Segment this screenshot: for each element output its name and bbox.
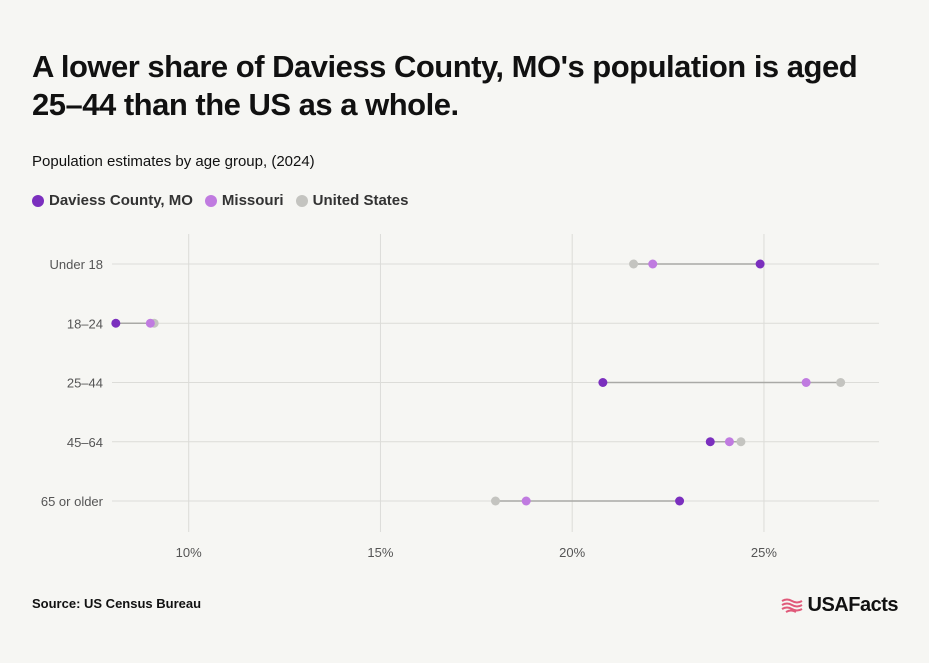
data-point [836, 378, 846, 387]
x-tick-label: 15% [367, 545, 393, 560]
chart-title: A lower share of Daviess County, MO's po… [32, 49, 858, 122]
data-point [111, 318, 121, 328]
legend-item-us: United States [295, 192, 409, 209]
x-tick-label: 20% [559, 545, 585, 560]
legend-label-missouri: Missouri [221, 192, 284, 209]
x-tick-label: 10% [176, 545, 202, 560]
legend-marker-daviess [32, 194, 44, 207]
x-tick-label: 25% [751, 545, 777, 560]
chart-subtitle: Population estimates by age group, (2024… [32, 153, 315, 170]
data-point [521, 496, 531, 506]
legend-label-us: United States [312, 192, 409, 209]
data-point [598, 378, 608, 387]
data-point [629, 259, 639, 269]
legend-marker-us [295, 194, 308, 207]
legend: Daviess County, MO Missouri United State… [32, 192, 408, 209]
y-category-label: 65 or older [41, 494, 104, 509]
legend-item-missouri: Missouri [204, 192, 284, 209]
y-category-label: 18–24 [67, 316, 103, 331]
data-point [755, 259, 765, 269]
legend-marker-missouri [204, 194, 217, 207]
legend-label-daviess: Daviess County, MO [49, 192, 193, 209]
data-point [705, 437, 715, 447]
y-category-label: Under 18 [50, 257, 103, 272]
dumbbell-chart: 10% 15% 20% 25% Under 18 18–24 25–44 45–64 65 or… [41, 234, 879, 560]
data-point [491, 496, 500, 506]
data-point [724, 437, 734, 447]
logo-text: USAFacts [807, 594, 899, 616]
us-flag-icon [781, 598, 803, 613]
source-note: Source: US Census Bureau [32, 596, 202, 611]
data-point [648, 259, 658, 269]
data-point [145, 318, 155, 328]
usafacts-logo[interactable]: USAFacts [780, 594, 899, 617]
data-point [675, 496, 685, 506]
data-point [801, 378, 811, 387]
y-category-label: 45–64 [67, 435, 103, 450]
data-point [736, 437, 746, 447]
y-category-label: 25–44 [67, 376, 103, 391]
legend-item-daviess: Daviess County, MO [32, 192, 193, 209]
